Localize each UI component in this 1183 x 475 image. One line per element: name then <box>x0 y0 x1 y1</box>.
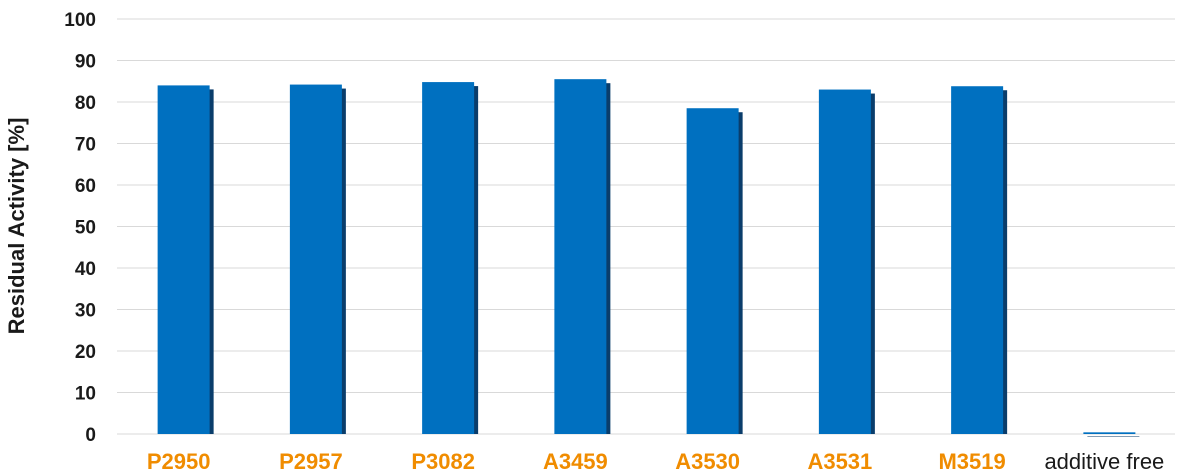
y-tick-label: 80 <box>75 93 96 114</box>
bar-shadow-additive-free <box>1087 436 1140 437</box>
bar-m3519 <box>951 86 1004 434</box>
x-category-label: A3530 <box>675 449 740 474</box>
y-tick-label: 90 <box>75 52 96 73</box>
y-tick-label: 40 <box>75 259 96 280</box>
y-tick-label: 20 <box>75 342 96 363</box>
bar-a3530 <box>686 108 739 434</box>
y-tick-label: 30 <box>75 301 96 322</box>
bars <box>157 79 1140 437</box>
x-category-labels: P2950 P2957 P3082 A3459 A3530 A3531 M3519 addit… <box>147 449 1164 474</box>
bar-additive-free <box>1083 432 1136 434</box>
y-axis-title: Residual Activity [%] <box>4 118 29 335</box>
x-category-label: M3519 <box>938 449 1005 474</box>
y-tick-label: 60 <box>75 176 96 197</box>
y-tick-label: 50 <box>75 218 96 239</box>
y-tick-label: 70 <box>75 135 96 156</box>
bar-p2957 <box>289 84 342 434</box>
x-category-label: A3531 <box>807 449 872 474</box>
y-tick-label: 100 <box>64 10 96 31</box>
y-tick-labels: 0 10 20 30 40 50 60 70 80 90 100 <box>64 10 96 446</box>
bar-a3459 <box>554 79 607 435</box>
x-category-label: A3459 <box>543 449 608 474</box>
x-category-label: P3082 <box>411 449 475 474</box>
x-category-label: P2957 <box>279 449 343 474</box>
x-category-label: additive free <box>1044 449 1164 474</box>
y-tick-label: 0 <box>85 425 96 446</box>
y-tick-label: 10 <box>75 384 96 405</box>
bar-p3082 <box>422 82 475 434</box>
gridlines <box>117 18 1175 435</box>
bar-p2950 <box>157 85 210 435</box>
bar-a3531 <box>818 89 871 435</box>
x-category-label: P2950 <box>147 449 211 474</box>
